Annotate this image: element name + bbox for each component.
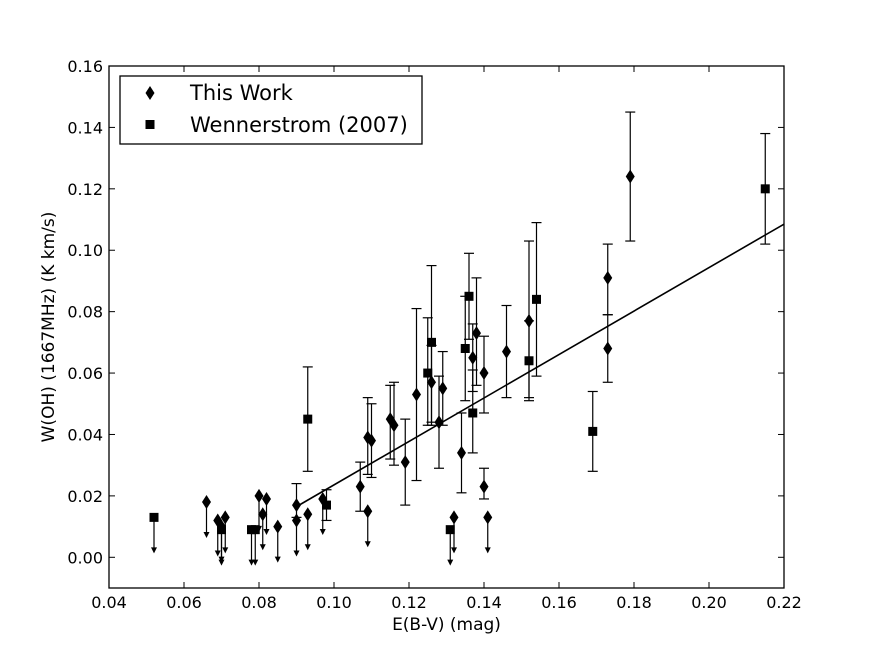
upper-limit-arrowhead — [274, 556, 281, 563]
x-tick-label: 0.06 — [166, 593, 202, 612]
square-upper-limit-point — [149, 512, 159, 522]
square-upper-limit-point — [217, 525, 226, 535]
diamond-point — [479, 366, 489, 381]
square-point — [532, 294, 541, 304]
plot-frame — [108, 65, 785, 589]
square-point — [588, 426, 598, 436]
diamond-point — [367, 433, 376, 448]
upper-limit-arrowhead — [364, 541, 371, 548]
y-tick-label: 0.10 — [67, 241, 103, 260]
plot-marks — [149, 111, 785, 566]
legend: This Work Wennerstrom (2007) — [119, 75, 423, 145]
y-tick-label: 0.04 — [67, 425, 103, 444]
y-tick-label: 0.16 — [67, 57, 103, 76]
x-tick-label: 0.22 — [766, 593, 802, 612]
upper-limit-arrowhead — [218, 559, 225, 566]
upper-limit-arrowhead — [222, 547, 229, 554]
square-point — [524, 356, 534, 366]
fit-line — [296, 223, 785, 508]
x-tick-label: 0.16 — [541, 593, 577, 612]
diamond-point — [603, 341, 613, 356]
square-point — [464, 291, 474, 301]
upper-limit-arrowhead — [252, 559, 259, 566]
x-tick-label: 0.14 — [466, 593, 502, 612]
square-point — [468, 408, 478, 418]
upper-limit-arrowhead — [304, 544, 311, 551]
x-tick-label: 0.08 — [241, 593, 277, 612]
square-point — [760, 184, 770, 194]
diamond-upper-limit-point — [258, 507, 268, 522]
x-tick-label: 0.18 — [616, 593, 652, 612]
square-point — [460, 343, 470, 353]
diamond-point — [292, 498, 301, 513]
upper-limit-arrowhead — [447, 559, 454, 566]
diamond-point — [603, 270, 613, 285]
y-tick-label: 0.12 — [67, 180, 103, 199]
x-tick-label: 0.10 — [316, 593, 352, 612]
square-upper-limit-point — [250, 525, 260, 535]
legend-marker-diamond — [145, 86, 155, 100]
diamond-upper-limit-point — [363, 504, 373, 519]
diamond-point — [472, 326, 481, 341]
y-tick-label: 0.14 — [67, 118, 103, 137]
diamond-upper-limit-point — [254, 488, 264, 503]
diamond-upper-limit-point — [220, 510, 230, 525]
upper-limit-arrowhead — [451, 547, 457, 554]
upper-limit-arrowhead — [293, 550, 300, 557]
y-tick-label: 0.08 — [67, 303, 103, 322]
upper-limit-arrowhead — [484, 547, 491, 554]
upper-limit-arrowhead — [263, 528, 270, 535]
diamond-point — [400, 455, 410, 470]
upper-limit-arrowhead — [259, 544, 266, 551]
x-tick-label: 0.12 — [391, 593, 427, 612]
y-tick-label: 0.06 — [67, 364, 103, 383]
diamond-point — [438, 381, 448, 396]
diamond-point — [502, 344, 511, 359]
diamond-point — [355, 479, 365, 494]
legend-label-wennerstrom: Wennerstrom (2007) — [190, 113, 408, 137]
diamond-point — [412, 387, 421, 402]
y-tick-label: 0.02 — [67, 487, 103, 506]
y-tick-label: 0.00 — [67, 548, 103, 567]
diamond-point — [479, 479, 489, 494]
diamond-upper-limit-point — [449, 510, 459, 525]
legend-box — [119, 75, 423, 145]
diamond-upper-limit-point — [273, 519, 283, 534]
axes: 0.04 0.06 0.08 0.10 0.12 0.14 0.16 0.18 0.20 0.22… — [67, 57, 801, 612]
diamond-upper-limit-point — [292, 513, 301, 528]
diamond-point — [389, 418, 399, 433]
legend-label-this-work: This Work — [189, 81, 294, 105]
square-upper-limit-point — [445, 525, 455, 535]
diamond-point — [468, 350, 478, 365]
square-point — [423, 368, 433, 378]
x-tick-label: 0.04 — [91, 593, 127, 612]
diamond-upper-limit-point — [202, 495, 211, 510]
x-tick-label: 0.20 — [691, 593, 727, 612]
square-point — [303, 414, 313, 424]
diamond-upper-limit-point — [483, 510, 493, 525]
upper-limit-arrowhead — [319, 528, 326, 535]
diamond-upper-limit-point — [303, 507, 313, 522]
diamond-point — [457, 445, 466, 460]
y-axis-label: W(OH) (1667MHz) (K km/s) — [39, 212, 59, 443]
square-point — [322, 500, 331, 510]
x-axis-label: E(B-V) (mag) — [392, 615, 501, 635]
upper-limit-arrowhead — [151, 547, 157, 554]
square-point — [427, 337, 436, 347]
diamond-point — [625, 169, 635, 184]
upper-limit-arrowhead — [214, 550, 221, 557]
diamond-upper-limit-point — [262, 491, 271, 506]
upper-limit-arrowhead — [203, 532, 210, 539]
legend-marker-square — [145, 120, 155, 129]
